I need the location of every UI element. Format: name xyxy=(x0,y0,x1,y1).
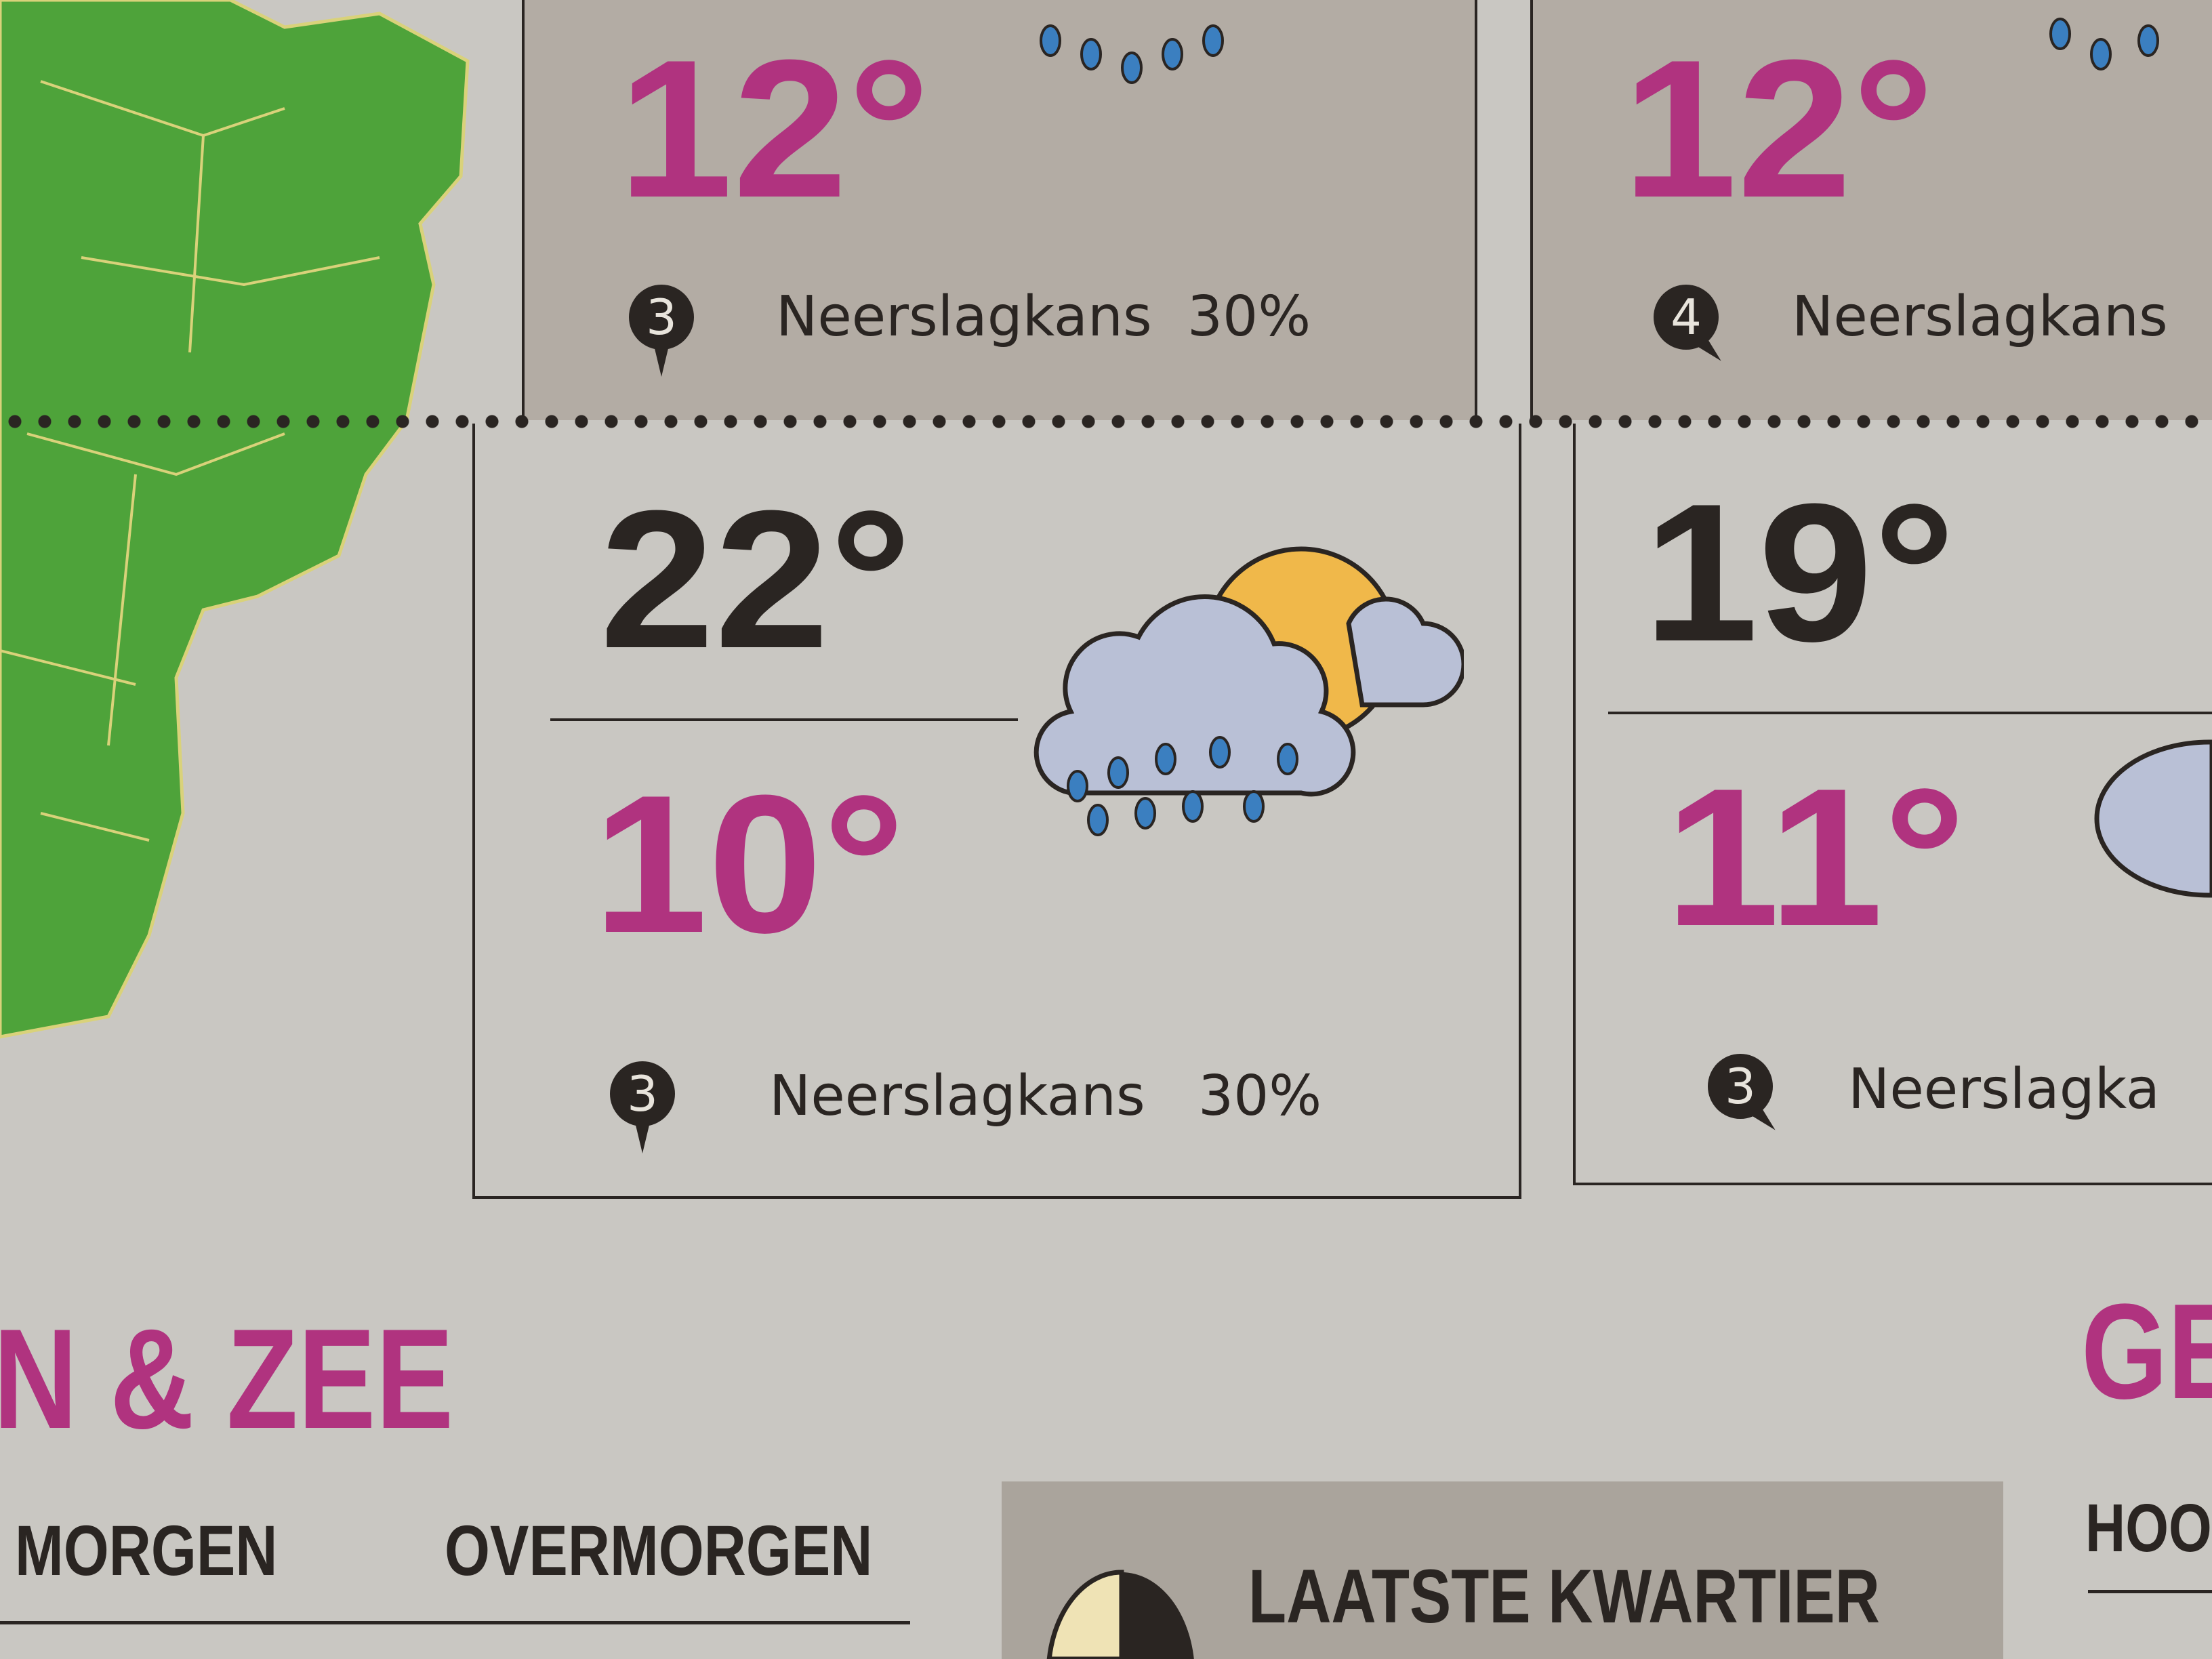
divider xyxy=(1530,0,1533,420)
precip-label: Neerslagkans xyxy=(776,285,1152,349)
precip-row: Neerslagkans 30% xyxy=(769,1064,1322,1128)
right-subheading: HOO xyxy=(2085,1490,2212,1566)
cloud-icon xyxy=(2094,739,2212,898)
precip-value: 30% xyxy=(1197,1064,1322,1128)
high-temp: 22° xyxy=(600,470,912,689)
low-temp: 10° xyxy=(593,754,905,974)
divider xyxy=(1475,0,1477,420)
cloud-sun-rain-icon xyxy=(1040,24,1224,84)
moon-phase-label: LAATSTE KWARTIER xyxy=(1248,1554,1880,1639)
tab-morgen[interactable]: MORGEN xyxy=(15,1511,278,1591)
precip-label: Neerslagkans xyxy=(769,1064,1145,1128)
temp-divider xyxy=(1608,712,2212,714)
region-map xyxy=(0,0,470,1039)
high-temp: 19° xyxy=(1643,463,1956,682)
precip-label: Neerslagkans xyxy=(1792,285,2168,349)
right-underline xyxy=(2088,1590,2212,1593)
top-panel-1 xyxy=(522,0,1477,420)
section-title-right: GE xyxy=(2081,1276,2212,1427)
forecast-panel-1 xyxy=(472,424,1521,1199)
temp-divider xyxy=(550,718,1018,721)
precip-row: Neerslagkans 30% xyxy=(776,285,1311,349)
divider xyxy=(522,0,525,420)
precip-value: 30% xyxy=(1187,285,1311,349)
moon-last-quarter-icon xyxy=(1046,1570,1194,1659)
wind-badge: 3 xyxy=(610,1061,675,1153)
wind-badge: 3 xyxy=(1708,1054,1773,1119)
tab-underline xyxy=(0,1621,910,1624)
tab-overmorgen[interactable]: OVERMORGEN xyxy=(445,1511,873,1591)
cloud-rain-icon xyxy=(2049,18,2159,70)
wind-badge: 3 xyxy=(629,285,694,377)
wind-badge: 4 xyxy=(1654,285,1719,350)
dotted-separator xyxy=(0,413,2212,430)
low-temp: 12° xyxy=(1622,19,1935,239)
low-temp: 12° xyxy=(618,19,930,239)
forecast-panel-2 xyxy=(1573,424,2212,1185)
cloud-sun-rain-icon xyxy=(1033,546,1464,836)
low-temp: 11° xyxy=(1665,747,1966,967)
precip-label: Neerslagka xyxy=(1848,1057,2160,1122)
section-title-strand-zee: N & ZEE xyxy=(0,1299,454,1458)
